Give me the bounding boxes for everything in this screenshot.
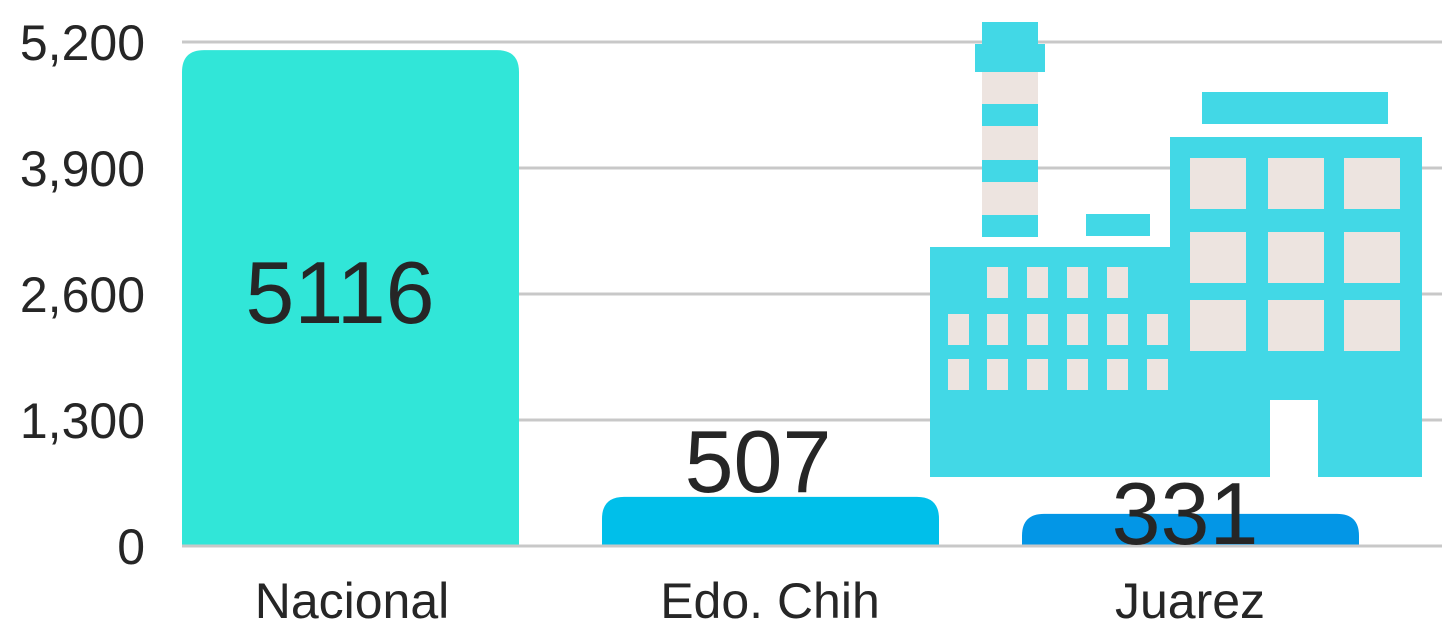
x-category-label: Juarez <box>1115 573 1265 625</box>
y-axis-ticks: 0 1,300 2,600 3,900 5,200 <box>20 15 145 575</box>
factory-icon <box>930 22 1422 477</box>
data-label: 507 <box>685 412 832 511</box>
category-labels: Nacional Edo. Chih Juarez <box>255 573 1265 625</box>
y-tick-label: 2,600 <box>20 267 145 323</box>
data-labels: 5116 507 331 <box>245 243 1258 563</box>
x-category-label: Nacional <box>255 573 450 625</box>
x-category-label: Edo. Chih <box>660 573 880 625</box>
bar-1 <box>602 496 939 546</box>
bars <box>182 50 1359 546</box>
y-tick-label: 5,200 <box>20 15 145 71</box>
data-label: 331 <box>1112 464 1259 563</box>
y-tick-label: 3,900 <box>20 141 145 197</box>
data-label: 5116 <box>245 243 434 342</box>
bar-2 <box>1022 513 1359 546</box>
bar-0 <box>182 50 519 546</box>
y-tick-label: 0 <box>117 519 145 575</box>
y-tick-label: 1,300 <box>20 393 145 449</box>
